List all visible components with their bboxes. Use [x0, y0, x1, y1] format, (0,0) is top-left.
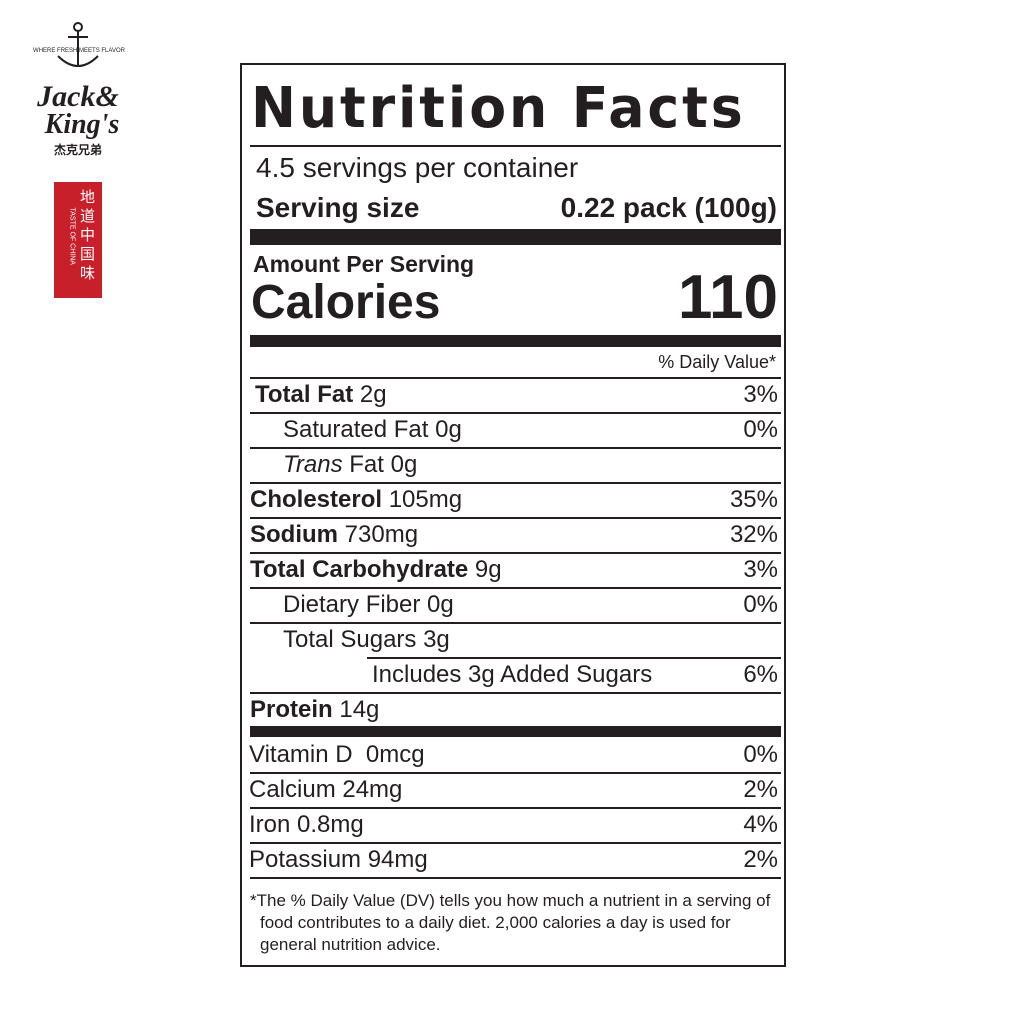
label-title: Nutrition Facts [251, 76, 746, 141]
nutrient-daily-value: 6% [743, 661, 778, 688]
taste-of-china-seal: 地道中国味 TASTE OF CHINA [54, 182, 102, 298]
vitamin-daily-value: 2% [743, 776, 778, 803]
row-divider [367, 657, 781, 659]
row-divider [250, 842, 781, 844]
row-divider [250, 587, 781, 589]
nutrient-name: Saturated Fat [283, 416, 429, 443]
nutrient-row: Protein 14g [250, 698, 379, 722]
daily-value-header: % Daily Value* [658, 352, 776, 372]
nutrient-name: Dietary Fiber [283, 591, 421, 618]
row-divider [250, 552, 781, 554]
row-divider [250, 412, 781, 414]
nutrient-amount: 0g [428, 416, 462, 443]
nutrient-row: Saturated Fat 0g [283, 418, 462, 442]
nutrient-name: Protein [250, 696, 333, 723]
row-divider [250, 877, 781, 879]
logo-chinese: 杰克兄弟 [54, 142, 102, 157]
nutrient-row: Includes 3g Added Sugars [372, 663, 652, 687]
thick-divider [250, 726, 781, 737]
nutrient-row: Total Fat 2g [255, 383, 387, 407]
nutrition-facts-label: Nutrition Facts 4.5 servings per contain… [240, 63, 786, 967]
nutrient-row: Total Carbohydrate 9g [250, 558, 502, 582]
vitamin-daily-value: 4% [743, 811, 778, 838]
nutrient-name: Cholesterol [250, 486, 383, 513]
vitamin-daily-value: 0% [743, 741, 778, 768]
brand-logo: WHERE FRESH MEETS FLAVOR Jack& King's 杰克… [18, 18, 140, 158]
vitamin-daily-value: 2% [743, 846, 778, 873]
nutrient-row: Trans Fat 0g [283, 453, 417, 477]
nutrient-name: Total Fat [255, 381, 354, 408]
nutrient-row: Dietary Fiber 0g [283, 593, 454, 617]
nutrient-amount: 2g [353, 381, 387, 408]
footnote: *The % Daily Value (DV) tells you how mu… [250, 891, 771, 954]
row-divider [250, 692, 781, 694]
svg-text:Jack&: Jack& [36, 80, 119, 113]
row-divider [250, 482, 781, 484]
nutrient-name: Trans Fat [283, 451, 384, 478]
vitamin-row: Calcium 24mg [249, 776, 403, 803]
vitamin-row: Vitamin D 0mcg [249, 741, 425, 768]
serving-size-label: Serving size [256, 192, 420, 223]
nutrient-name: Total Carbohydrate [250, 556, 469, 583]
row-divider [250, 622, 781, 624]
nutrient-daily-value: 35% [729, 486, 778, 513]
nutrient-daily-value: 0% [743, 591, 778, 618]
nutrient-amount: 0g [383, 451, 418, 478]
nutrient-row: Sodium 730mg [250, 523, 418, 547]
row-divider [250, 517, 781, 519]
nutrient-daily-value: 3% [743, 556, 778, 583]
nutrient-name: Includes 3g Added Sugars [372, 661, 653, 688]
nutrient-daily-value: 0% [743, 416, 778, 443]
nutrient-amount: 14g [332, 696, 380, 723]
row-divider [250, 772, 781, 774]
nutrient-row: Cholesterol 105mg [250, 488, 462, 512]
seal-chinese: 地道中国味 [80, 188, 96, 282]
calories-value: 110 [677, 263, 778, 332]
nutrient-daily-value: 3% [743, 381, 778, 408]
calories-label: Calories [251, 276, 441, 329]
nutrient-amount: 105mg [382, 486, 463, 513]
logo-tagline: WHERE FRESH MEETS FLAVOR [33, 48, 126, 54]
nutrient-amount: 0g [420, 591, 454, 618]
nutrient-name: Sodium [250, 521, 338, 548]
seal-english: TASTE OF CHINA [68, 207, 76, 265]
nutrient-amount: 730mg [338, 521, 419, 548]
row-divider [250, 807, 781, 809]
serving-size-value: 0.22 pack (100g) [560, 192, 777, 223]
vitamin-row: Iron 0.8mg [249, 811, 364, 838]
row-divider [250, 447, 781, 449]
nutrient-daily-value: 32% [729, 521, 778, 548]
nutrient-amount: 9g [468, 556, 502, 583]
nutrient-amount: 3g [416, 626, 450, 653]
vitamin-row: Potassium 94mg [249, 846, 428, 873]
svg-text:King's: King's [44, 109, 120, 140]
amount-per-serving: Amount Per Serving [253, 251, 475, 277]
nutrient-row: Total Sugars 3g [283, 628, 450, 652]
servings-per-container: 4.5 servings per container [256, 152, 579, 183]
nutrient-name: Total Sugars [283, 626, 417, 653]
